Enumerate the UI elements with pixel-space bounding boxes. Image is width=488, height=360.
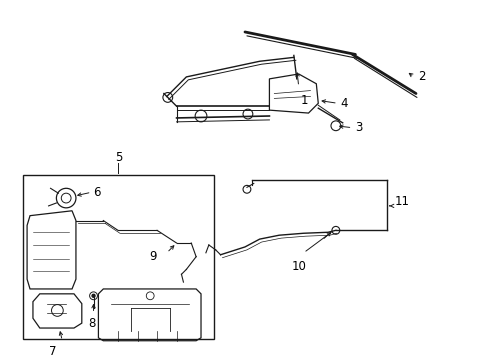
Text: 3: 3 — [355, 121, 362, 134]
Text: 5: 5 — [115, 150, 122, 163]
Circle shape — [92, 294, 95, 297]
Text: 1: 1 — [300, 94, 307, 107]
Text: 8: 8 — [88, 317, 95, 330]
Text: 4: 4 — [340, 97, 347, 110]
Text: 9: 9 — [149, 250, 157, 263]
Text: 10: 10 — [291, 260, 305, 273]
Text: 7: 7 — [49, 345, 56, 357]
Bar — [23, 175, 213, 339]
Text: 2: 2 — [417, 71, 425, 84]
Text: 11: 11 — [394, 194, 408, 207]
Text: 6: 6 — [93, 186, 101, 199]
